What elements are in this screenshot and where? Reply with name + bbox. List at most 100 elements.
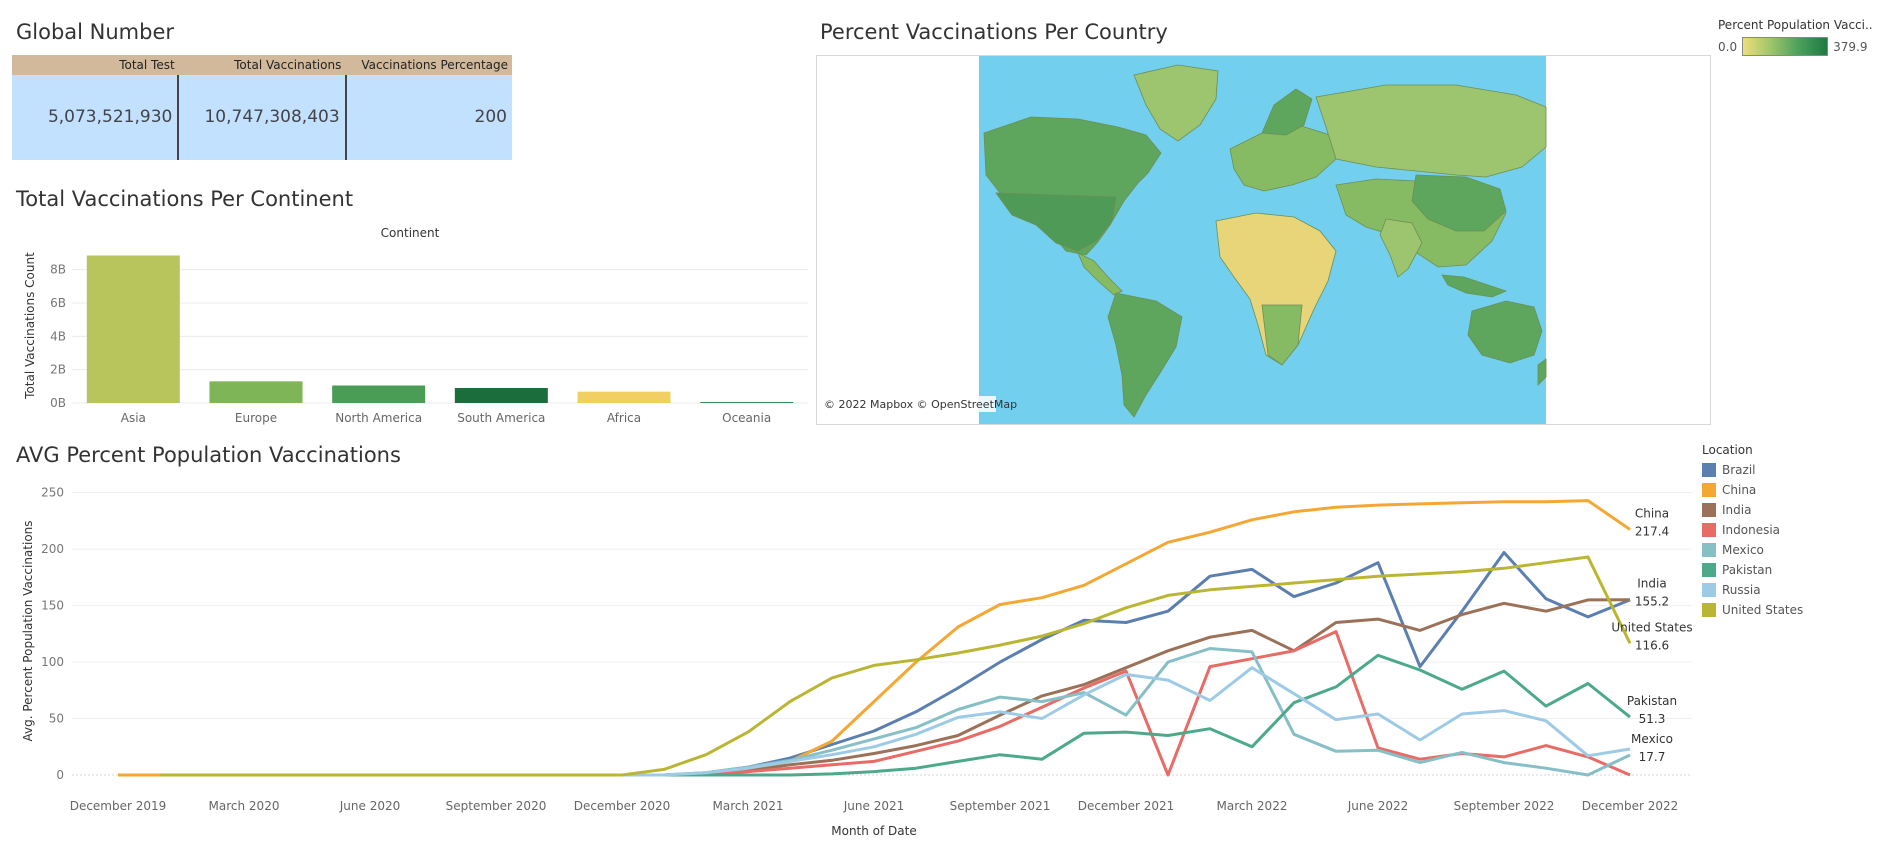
series-line-united-states[interactable] <box>160 555 1632 777</box>
end-label-name: Mexico <box>1631 732 1673 746</box>
series-line-russia[interactable] <box>160 666 1631 777</box>
series-line-brazil[interactable] <box>160 551 1631 777</box>
africa-south-land <box>1261 304 1303 366</box>
legend-swatch <box>1702 563 1716 577</box>
legend-item-brazil[interactable]: Brazil <box>1702 460 1872 480</box>
legend-swatch <box>1702 503 1716 517</box>
south-america-land <box>1107 292 1183 418</box>
bar-africa[interactable] <box>577 391 671 403</box>
bar-y-tick-label: 8B <box>50 263 66 277</box>
map-legend-title: Percent Population Vacci.. <box>1718 18 1873 32</box>
legend-label: Mexico <box>1722 543 1764 557</box>
line-y-tick-label: 200 <box>41 542 64 556</box>
header-vaccinations-percentage: Vaccinations Percentage <box>361 58 509 72</box>
series-line-indonesia[interactable] <box>160 630 1631 777</box>
legend-label: Russia <box>1722 583 1761 597</box>
line-y-tick-label: 150 <box>41 599 64 613</box>
table-value-row: 5,073,521,930 10,747,308,403 200 <box>12 75 512 160</box>
line-x-tick-label: December 2022 <box>1582 799 1679 813</box>
vaccination-line-chart[interactable]: 0 50 100 150 200 250 Avg. Percent Population V… <box>0 470 1700 858</box>
line-y-tick-label: 100 <box>41 655 64 669</box>
legend-label: Brazil <box>1722 463 1756 477</box>
map-attribution-bg <box>820 396 996 412</box>
legend-item-india[interactable]: India <box>1702 500 1872 520</box>
legend-label: India <box>1722 503 1752 517</box>
header-total-vaccinations: Total Vaccinations <box>234 58 342 72</box>
line-x-tick-label: June 2021 <box>843 799 905 813</box>
global-number-title: Global Number <box>16 20 175 44</box>
greenland-land <box>1133 64 1219 142</box>
legend-label: Indonesia <box>1722 523 1781 537</box>
china-land <box>1411 174 1507 232</box>
map-attribution[interactable]: © 2022 Mapbox © OpenStreetMap <box>824 398 1017 411</box>
bar-category-label: Asia <box>121 411 146 425</box>
line-x-tick-label: March 2021 <box>713 799 784 813</box>
value-total-test[interactable]: 5,073,521,930 <box>47 107 173 127</box>
value-vaccinations-percentage[interactable]: 200 <box>344 75 512 160</box>
bar-europe[interactable] <box>209 381 303 403</box>
line-chart-title: AVG Percent Population Vaccinations <box>16 443 401 467</box>
line-x-tick-label: June 2020 <box>339 799 401 813</box>
end-label-value: 155.2 <box>1635 595 1669 609</box>
series-line-pakistan[interactable] <box>160 653 1631 777</box>
legend-item-united-states[interactable]: United States <box>1702 600 1872 620</box>
end-label-name: India <box>1637 577 1666 591</box>
australia-land <box>1467 300 1543 364</box>
legend-label: Pakistan <box>1722 563 1773 577</box>
map-legend-max: 379.9 <box>1833 39 1868 54</box>
series-line-china[interactable] <box>118 499 1631 777</box>
bar-asia[interactable] <box>86 255 180 404</box>
legend-item-indonesia[interactable]: Indonesia <box>1702 520 1872 540</box>
continent-bar-chart[interactable]: Continent 0B 2B 4B 6B 8B Total Vaccinations Co… <box>0 220 815 430</box>
value-total-vaccinations[interactable]: 10,747,308,403 <box>177 75 344 160</box>
bar-oceania[interactable] <box>700 402 794 403</box>
world-map[interactable]: © 2022 Mapbox © OpenStreetMap <box>816 55 1711 425</box>
line-x-tick-label: December 2019 <box>70 799 167 813</box>
scandinavia-land <box>1261 88 1313 136</box>
line-y-tick-label: 50 <box>49 712 64 726</box>
map-land <box>983 64 1547 418</box>
legend-swatch <box>1702 603 1716 617</box>
line-y-tick-label: 0 <box>56 768 64 782</box>
legend-swatch <box>1702 583 1716 597</box>
bar-y-tick-label: 2B <box>50 363 66 377</box>
end-label-name: United States <box>1611 620 1692 634</box>
bar-category-label: North America <box>335 411 422 425</box>
line-x-tick-label: September 2020 <box>446 799 547 813</box>
bar-north-america[interactable] <box>332 385 426 404</box>
line-x-tick-label: September 2022 <box>1454 799 1555 813</box>
location-legend[interactable]: Location Brazil China India Indonesia Mexico… <box>1702 443 1872 620</box>
bar-y-tick-label: 4B <box>50 329 66 343</box>
legend-item-russia[interactable]: Russia <box>1702 580 1872 600</box>
table-header-row: Total Test Total Vaccinations Vaccinatio… <box>12 55 512 75</box>
line-x-tick-label: December 2020 <box>574 799 671 813</box>
legend-label: China <box>1722 483 1757 497</box>
bar-category-label: Africa <box>607 411 641 425</box>
header-total-test: Total Test <box>119 58 175 72</box>
bar-y-axis-label: Total Vaccinations Count <box>23 252 37 400</box>
map-legend-scale: 0.0 379.9 <box>1718 37 1876 56</box>
map-title: Percent Vaccinations Per Country <box>820 20 1168 44</box>
russia-asia-land <box>1315 84 1547 178</box>
map-legend-min: 0.0 <box>1718 39 1738 54</box>
legend-item-pakistan[interactable]: Pakistan <box>1702 560 1872 580</box>
map-color-legend[interactable]: Percent Population Vacci.. 0.0 379.9 <box>1718 18 1876 56</box>
line-x-tick-label: March 2022 <box>1217 799 1288 813</box>
end-label-value: 17.7 <box>1639 750 1666 764</box>
series-line-india[interactable] <box>160 598 1631 777</box>
global-number-table[interactable]: Total Test Total Vaccinations Vaccinatio… <box>12 55 512 160</box>
bar-category-label: Oceania <box>722 411 771 425</box>
end-label-name: China <box>1635 506 1669 520</box>
line-y-tick-label: 250 <box>41 486 64 500</box>
line-x-tick-label: December 2021 <box>1078 799 1175 813</box>
bar-south-america[interactable] <box>454 388 548 403</box>
bar-category-label: Europe <box>235 411 277 425</box>
line-x-tick-label: September 2021 <box>950 799 1051 813</box>
legend-item-mexico[interactable]: Mexico <box>1702 540 1872 560</box>
legend-label: United States <box>1722 603 1804 617</box>
legend-swatch <box>1702 543 1716 557</box>
legend-item-china[interactable]: China <box>1702 480 1872 500</box>
location-legend-items: Brazil China India Indonesia Mexico Pakistan R… <box>1702 460 1872 620</box>
bar-y-tick-label: 0B <box>50 396 66 410</box>
continent-header: Continent <box>381 226 440 240</box>
